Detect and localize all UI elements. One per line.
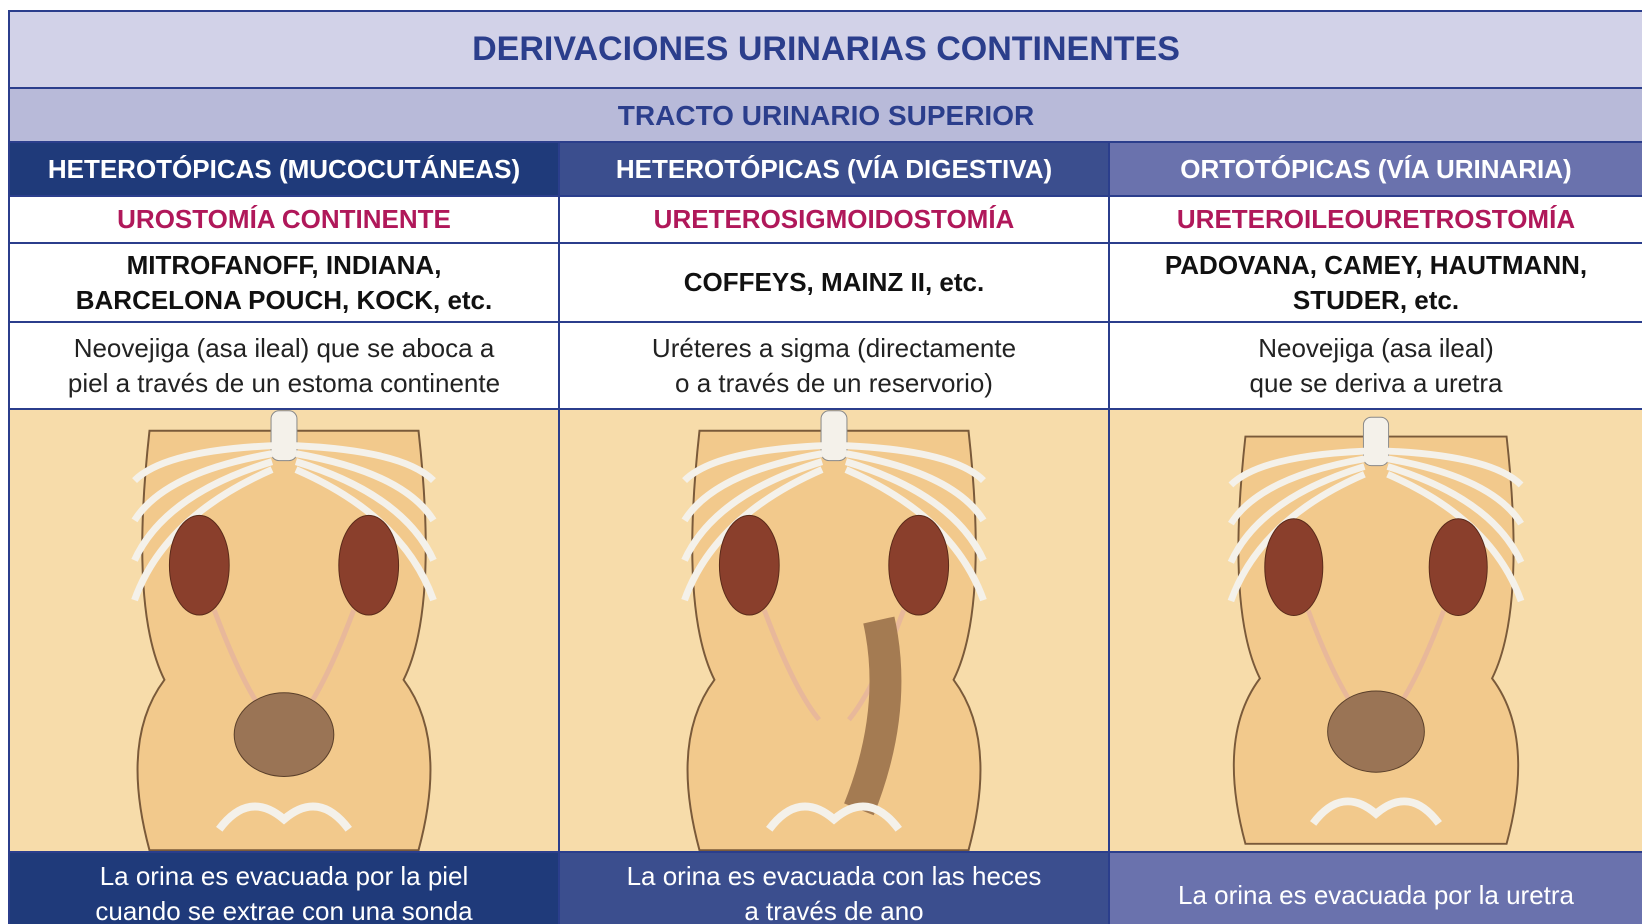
footer-line: La orina es evacuada con las heces: [626, 861, 1042, 891]
examples-line: COFFEYS, MAINZ II, etc.: [683, 267, 985, 297]
procedure-cell: URETEROSIGMOIDOSTOMÍA: [558, 197, 1108, 244]
spine: [820, 410, 848, 462]
rib: [1228, 447, 1365, 488]
procedure-text: URETEROILEOURETROSTOMÍA: [1176, 204, 1576, 234]
description-line: o a través de un reservorio): [675, 367, 993, 398]
rib: [132, 442, 273, 484]
illustration: [681, 410, 987, 851]
header-text: ORTOTÓPICAS (VÍA URINARIA): [1180, 153, 1572, 184]
footer-line: La orina es evacuada por la piel: [99, 861, 469, 891]
rib: [681, 458, 824, 562]
footer-cell: La orina es evacuada por la piel cuando s…: [8, 853, 558, 924]
description-line: Uréteres a sigma (directamente: [651, 332, 1017, 363]
rib: [295, 442, 436, 484]
description-line: piel a través de un estoma continente: [67, 367, 501, 398]
torso: [136, 429, 432, 851]
illustration-cell: [8, 410, 558, 853]
footer-line: cuando se extrae con una sonda: [95, 896, 473, 924]
torso: [1232, 435, 1520, 845]
header-cell: HETEROTÓPICAS (VÍA DIGESTIVA): [558, 143, 1108, 197]
kidney: [888, 514, 950, 616]
description-line: que se deriva a uretra: [1249, 367, 1503, 398]
header-cell: ORTOTÓPICAS (VÍA URINARIA): [1108, 143, 1642, 197]
description-line: Neovejiga (asa ileal) que se aboca a: [73, 332, 495, 363]
footer-line: a través de ano: [744, 896, 924, 924]
procedure-cell: URETEROILEOURETROSTOMÍA: [1108, 197, 1642, 244]
rib: [131, 450, 273, 523]
rib: [1386, 463, 1525, 564]
illustration: [1227, 416, 1525, 845]
kidney: [168, 514, 230, 616]
description-cell: Uréteres a sigma (directamente o a través…: [558, 323, 1108, 410]
kidney: [1428, 518, 1488, 616]
description-cell: Neovejiga (asa ileal) que se deriva a ure…: [1108, 323, 1642, 410]
rib: [681, 450, 823, 523]
neobladder: [1327, 690, 1425, 773]
illustration: [131, 410, 437, 851]
kidney: [338, 514, 400, 616]
footer-line: La orina es evacuada por la uretra: [1177, 879, 1575, 910]
description-cell: Neovejiga (asa ileal) que se aboca a piel…: [8, 323, 558, 410]
rib: [844, 458, 987, 562]
header-text: HETEROTÓPICAS (MUCOCUTÁNEAS): [47, 153, 521, 184]
examples-cell: MITROFANOFF, INDIANA, BARCELONA POUCH, KO…: [8, 244, 558, 323]
neobladder: [233, 692, 335, 777]
torso: [686, 429, 982, 851]
illustration-cell: [558, 410, 1108, 853]
examples-line: PADOVANA, CAMEY, HAUTMANN,: [1164, 249, 1588, 280]
kidney: [1264, 518, 1324, 616]
header-text: HETEROTÓPICAS (VÍA DIGESTIVA): [615, 153, 1053, 184]
description-line: Neovejiga (asa ileal): [1258, 332, 1494, 363]
header-cell: HETEROTÓPICAS (MUCOCUTÁNEAS): [8, 143, 558, 197]
footer-cell: La orina es evacuada con las heces a trav…: [558, 853, 1108, 924]
pelvis: [766, 802, 902, 832]
rib: [1227, 463, 1366, 564]
illustration-cell: [1108, 410, 1642, 853]
procedure-cell: UROSTOMÍA CONTINENTE: [8, 197, 558, 244]
examples-line: MITROFANOFF, INDIANA,: [126, 249, 442, 280]
procedure-text: URETEROSIGMOIDOSTOMÍA: [653, 204, 1015, 234]
title-text: DERIVACIONES URINARIAS CONTINENTES: [472, 30, 1180, 68]
title: DERIVACIONES URINARIAS CONTINENTES: [8, 10, 1642, 89]
examples-line: STUDER, etc.: [1292, 284, 1460, 315]
pelvis: [216, 802, 352, 832]
footer-cell: La orina es evacuada por la uretra: [1108, 853, 1642, 924]
spine: [270, 410, 298, 462]
colon: [844, 616, 902, 816]
kidney: [718, 514, 780, 616]
rib: [682, 442, 823, 484]
subtitle-text: TRACTO URINARIO SUPERIOR: [617, 99, 1035, 131]
spine: [1362, 416, 1390, 467]
examples-cell: PADOVANA, CAMEY, HAUTMANN, STUDER, etc.: [1108, 244, 1642, 323]
rib: [295, 450, 437, 523]
rib: [1228, 455, 1365, 526]
examples-line: BARCELONA POUCH, KOCK, etc.: [75, 284, 493, 315]
ureter: [761, 609, 821, 722]
examples-cell: COFFEYS, MAINZ II, etc.: [558, 244, 1108, 323]
rib: [131, 458, 274, 562]
rib: [1387, 455, 1524, 526]
rib: [294, 458, 437, 562]
pelvis: [1310, 797, 1442, 826]
rib: [845, 450, 987, 523]
procedure-text: UROSTOMÍA CONTINENTE: [117, 204, 451, 234]
rib: [845, 442, 986, 484]
rib: [1387, 447, 1524, 488]
subtitle: TRACTO URINARIO SUPERIOR: [8, 89, 1642, 143]
